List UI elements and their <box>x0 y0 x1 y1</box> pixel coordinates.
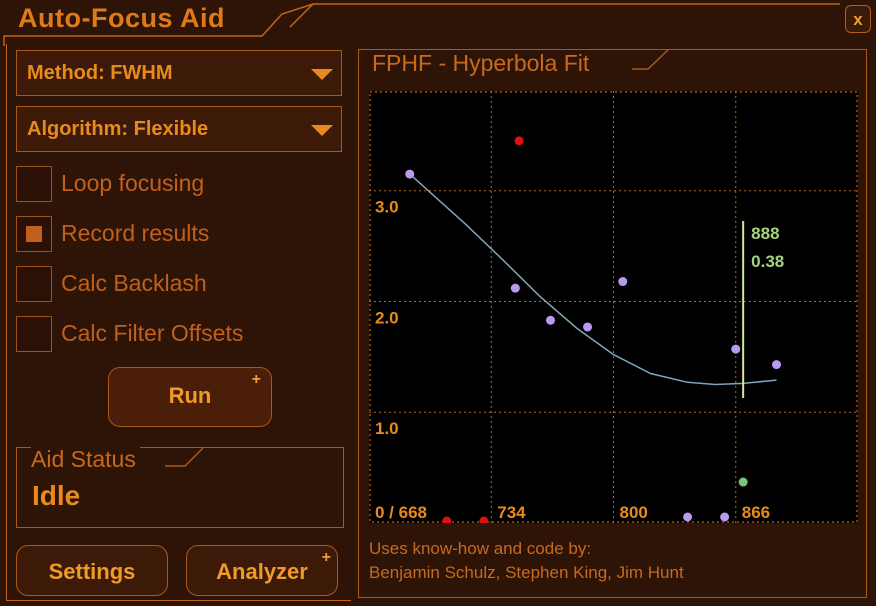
x-tick-label: 0 / 668 <box>375 503 427 522</box>
title-frame <box>3 3 840 46</box>
chart-panel <box>358 49 867 598</box>
credits-line-2: Benjamin Schulz, Stephen King, Jim Hunt <box>369 563 684 582</box>
close-button[interactable]: x <box>845 5 871 33</box>
chevron-down-icon <box>311 125 333 136</box>
loop-focusing-label: Loop focusing <box>61 170 205 196</box>
calc-filter-offsets-label: Calc Filter Offsets <box>61 320 244 346</box>
algorithm-dropdown[interactable]: Algorithm: Flexible <box>16 106 342 152</box>
aid-status-panel: Aid Status Idle <box>16 446 344 528</box>
data-point <box>683 512 693 522</box>
data-point <box>546 315 556 325</box>
data-point <box>583 322 593 332</box>
credits-line-1: Uses know-how and code by: <box>369 539 592 558</box>
algorithm-label: Algorithm: Flexible <box>27 118 209 140</box>
rejected-point <box>479 516 489 526</box>
rejected-point <box>514 136 524 146</box>
run-button[interactable]: Run + <box>108 367 272 427</box>
method-label: Method: FWHM <box>27 62 173 84</box>
fit-curve <box>409 173 777 386</box>
record-results-checkbox[interactable] <box>16 216 52 252</box>
method-dropdown[interactable]: Method: FWHM <box>16 50 342 96</box>
x-tick-label: 800 <box>620 503 648 522</box>
plus-icon: + <box>251 371 261 388</box>
calc-filter-offsets-checkbox[interactable] <box>16 316 52 352</box>
data-point <box>772 360 781 370</box>
chevron-down-icon <box>311 69 333 80</box>
analyzer-button[interactable]: Analyzer + <box>186 545 338 596</box>
data-point <box>510 283 520 293</box>
data-point <box>720 512 730 522</box>
window-title: Auto-Focus Aid <box>18 3 225 33</box>
calc-backlash-label: Calc Backlash <box>61 270 207 296</box>
data-point <box>618 277 628 287</box>
analyzer-label: Analyzer <box>216 559 308 584</box>
y-tick-label: 2.0 <box>375 308 399 327</box>
loop-focusing-checkbox[interactable] <box>16 166 52 202</box>
chart-title: FPHF - Hyperbola Fit <box>372 50 590 76</box>
run-label: Run <box>168 383 212 408</box>
record-results-label: Record results <box>61 220 210 246</box>
best-focus-point <box>738 477 748 487</box>
x-tick-label: 866 <box>742 503 770 522</box>
x-tick-label: 734 <box>497 503 526 522</box>
readout-position: 888 <box>751 224 779 243</box>
settings-button[interactable]: Settings <box>16 545 168 596</box>
data-point <box>405 169 415 179</box>
left-panel <box>6 44 351 601</box>
status-frame-notch <box>165 447 204 467</box>
calc-backlash-checkbox[interactable] <box>16 266 52 302</box>
rejected-point <box>442 516 452 526</box>
aid-status-header: Aid Status <box>31 446 140 473</box>
chart-frame-notch <box>632 49 669 70</box>
data-point <box>731 344 741 354</box>
plot-canvas: 3.0 2.0 1.0 0 / 668 734 800 866 888 0.38 <box>369 91 858 526</box>
plus-icon: + <box>321 549 331 566</box>
y-tick-label: 3.0 <box>375 198 399 217</box>
y-tick-label: 1.0 <box>375 419 399 438</box>
readout-value: 0.38 <box>751 252 784 271</box>
hyperbola-plot: 3.0 2.0 1.0 0 / 668 734 800 866 888 0.38 <box>369 91 858 526</box>
aid-status-value: Idle <box>32 480 81 511</box>
settings-label: Settings <box>48 559 136 584</box>
